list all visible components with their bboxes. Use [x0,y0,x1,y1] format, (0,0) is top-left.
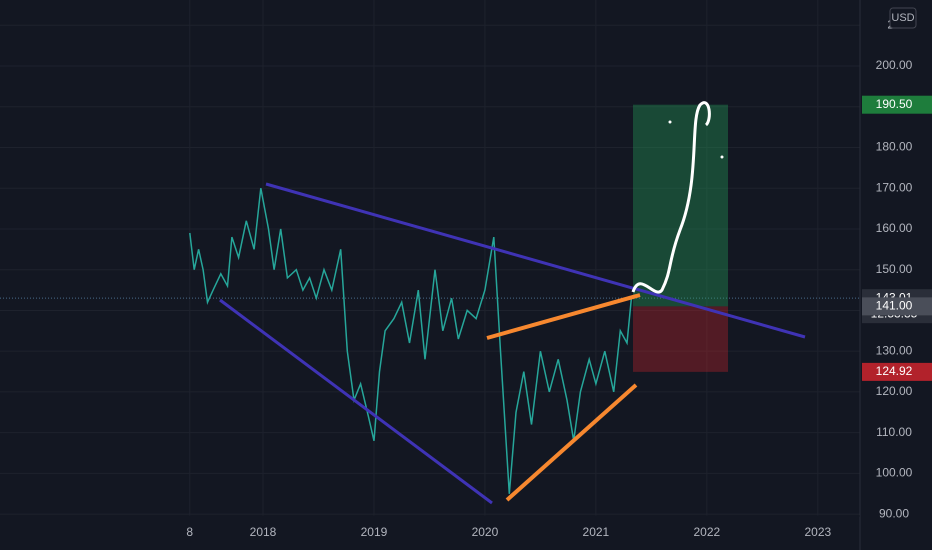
dot [720,155,724,159]
axes: 90.00100.00110.00120.00130.00140.00150.0… [186,17,932,539]
currency: USD [891,12,914,24]
y-tick-label: 100.00 [876,466,913,480]
x-tick-label: 2022 [694,525,721,539]
y-tick-label: 130.00 [876,343,913,357]
x-tick-label: 2019 [361,525,388,539]
price-label-bg [862,95,932,114]
price-label: 124.92 [876,364,913,378]
trendline [486,293,641,340]
x-tick-label: 2020 [472,525,499,539]
trendline [265,182,806,339]
drawings [219,101,806,505]
x-tick-label: 8 [186,525,193,539]
price-label-bg [862,362,932,381]
y-tick-label: 200.00 [876,58,913,72]
position-box [633,104,728,372]
price-line [189,188,633,494]
x-tick-label: 2023 [804,525,831,539]
price-label: 190.50 [876,97,913,111]
stop-zone [633,306,728,372]
y-tick-label: 90.00 [879,506,909,520]
x-tick-label: 2021 [583,525,610,539]
price-label: 141.00 [876,299,913,313]
y-tick-label: 110.00 [876,425,912,439]
y-tick-label: 120.00 [876,384,913,398]
target-zone [633,104,728,307]
plot [189,188,633,494]
dot [668,120,672,124]
price-label-bg [862,297,932,316]
y-tick-label: 160.00 [876,221,913,235]
x-tick-label: 2018 [250,525,277,539]
currency-badge[interactable] [889,7,917,29]
y-tick-label: 170.00 [876,180,913,194]
hand-drawn-arrow [631,101,711,294]
grid [0,0,860,516]
trendline [505,383,638,502]
y-tick-label: 180.00 [876,140,913,154]
y-tick-label: 150.00 [876,262,913,276]
trendline [219,298,493,505]
